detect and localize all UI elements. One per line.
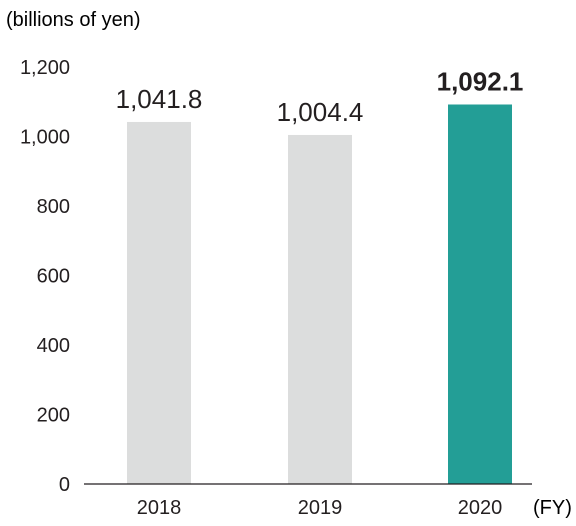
- x-tick-label: 2020: [458, 497, 503, 519]
- y-unit-label: (billions of yen): [6, 9, 141, 31]
- y-axis-ticks: 0 200 400 600 800 1,000 1,200: [20, 57, 70, 496]
- bars: [127, 104, 512, 485]
- value-label: 1,092.1: [437, 66, 524, 96]
- bar-2018: [127, 121, 191, 485]
- y-tick-label: 0: [59, 474, 70, 496]
- y-tick-label: 1,000: [20, 127, 70, 149]
- y-tick-label: 600: [37, 266, 70, 288]
- bar-2020: [448, 104, 512, 485]
- bar-2019: [288, 134, 352, 484]
- x-tick-label: 2019: [298, 497, 343, 519]
- x-unit-label: (FY): [533, 497, 572, 519]
- y-tick-label: 1,200: [20, 57, 70, 79]
- y-tick-label: 400: [37, 335, 70, 357]
- y-tick-label: 200: [37, 405, 70, 427]
- x-axis-labels: 2018 2019 2020: [137, 497, 503, 519]
- value-label: 1,004.4: [277, 97, 364, 127]
- y-tick-label: 800: [37, 196, 70, 218]
- x-tick-label: 2018: [137, 497, 182, 519]
- value-labels: 1,041.8 1,004.4 1,092.1: [116, 66, 524, 126]
- value-label: 1,041.8: [116, 84, 203, 114]
